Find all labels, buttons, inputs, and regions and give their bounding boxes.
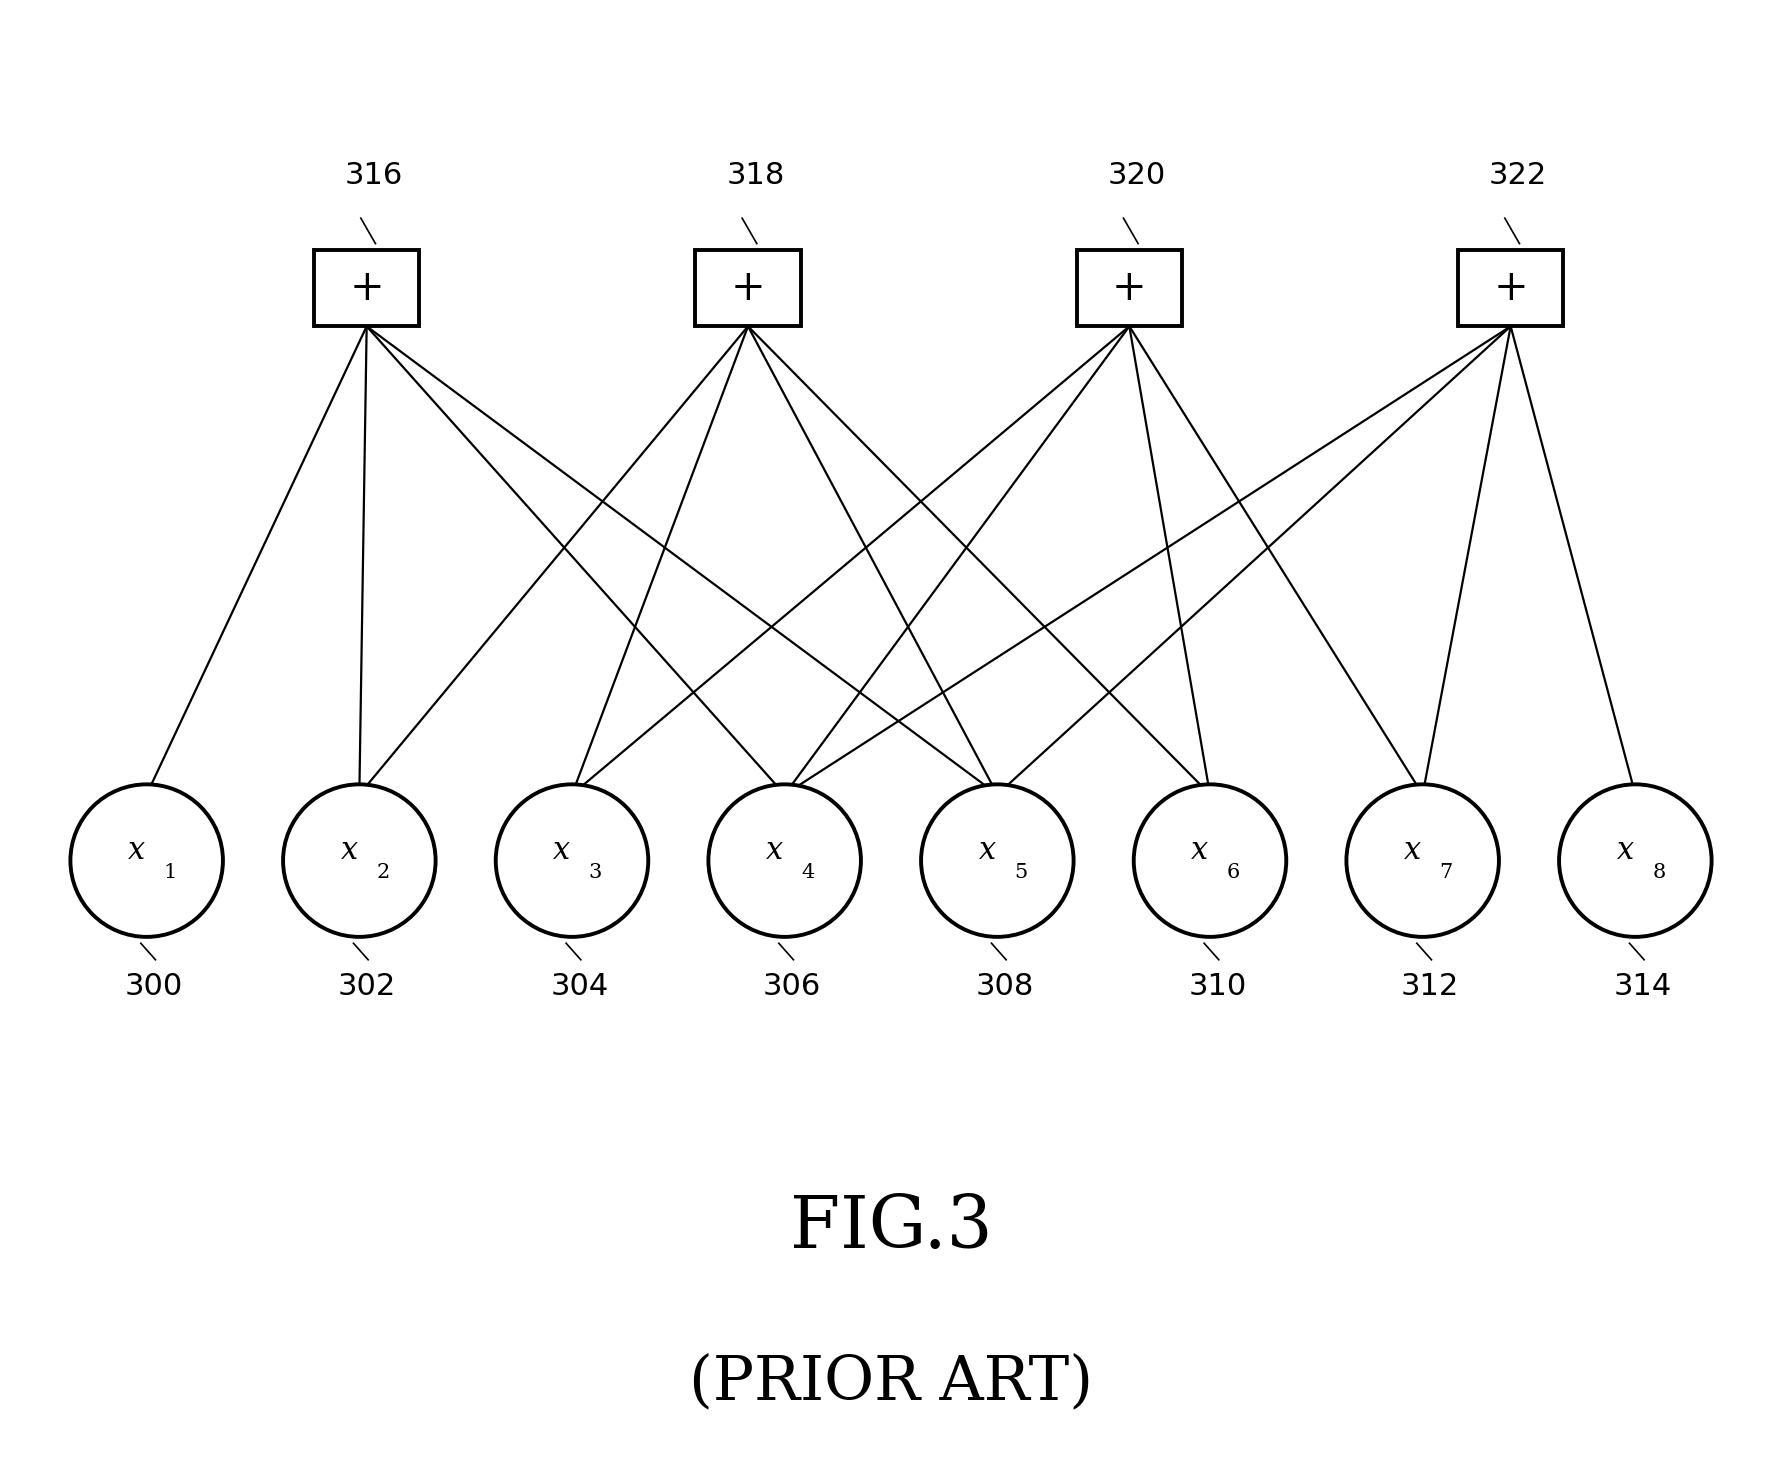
Text: 306: 306 [763,973,822,1002]
Text: 6: 6 [1226,863,1240,881]
Ellipse shape [495,785,649,937]
Text: 304: 304 [551,973,608,1002]
Text: +: + [731,268,766,309]
Ellipse shape [1133,785,1287,937]
Text: 5: 5 [1014,863,1028,881]
Text: 308: 308 [975,973,1034,1002]
Text: +: + [1112,268,1146,309]
Text: 302: 302 [337,973,396,1002]
Text: x: x [1190,835,1208,866]
Bar [695,250,800,327]
Text: x: x [978,835,996,866]
Text: x: x [1616,835,1634,866]
Bar [1076,250,1181,327]
Ellipse shape [709,785,861,937]
Text: 300: 300 [125,973,184,1002]
Text: +: + [1493,268,1527,309]
Bar [1458,250,1563,327]
Text: 314: 314 [1613,973,1672,1002]
Bar [314,250,419,327]
Text: (PRIOR ART): (PRIOR ART) [690,1352,1092,1411]
Text: x: x [766,835,782,866]
Text: 1: 1 [164,863,176,881]
Text: 8: 8 [1652,863,1666,881]
Ellipse shape [921,785,1073,937]
Ellipse shape [1347,785,1499,937]
Text: 322: 322 [1490,161,1547,191]
Text: 318: 318 [725,161,784,191]
Text: 310: 310 [1189,973,1246,1002]
Text: 320: 320 [1108,161,1165,191]
Text: 2: 2 [376,863,390,881]
Text: 4: 4 [802,863,814,881]
Text: FIG.3: FIG.3 [789,1193,993,1264]
Text: 316: 316 [346,161,403,191]
Ellipse shape [71,785,223,937]
Text: x: x [552,835,570,866]
Ellipse shape [283,785,435,937]
Text: 312: 312 [1401,973,1459,1002]
Text: x: x [1404,835,1420,866]
Text: x: x [340,835,358,866]
Text: +: + [349,268,385,309]
Text: 7: 7 [1440,863,1452,881]
Ellipse shape [1559,785,1711,937]
Text: x: x [128,835,144,866]
Text: 3: 3 [588,863,602,881]
